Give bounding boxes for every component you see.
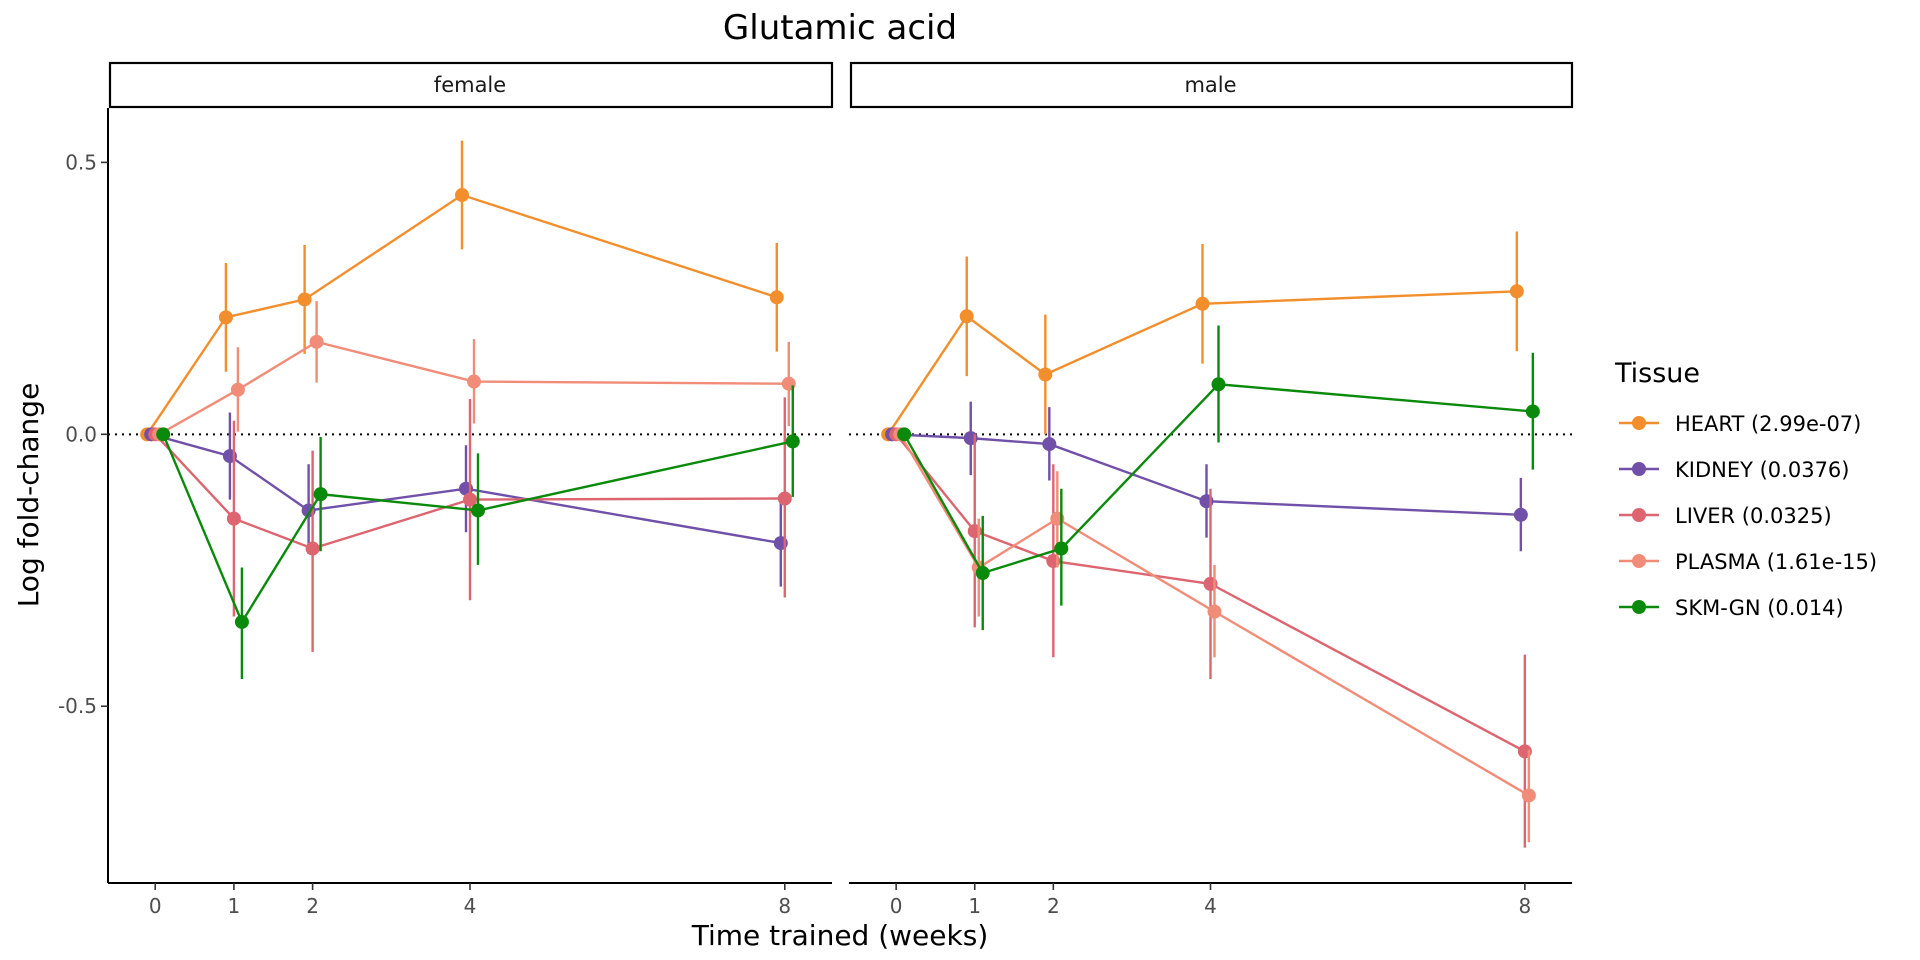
series-heart [881,231,1524,442]
legend-label: SKM-GN (0.014) [1675,596,1844,620]
y-axis-title: Log fold-change [12,383,45,608]
data-point [455,188,469,203]
x-tick-label: 0 [149,894,162,918]
data-point [1207,604,1222,619]
data-point [959,309,974,324]
data-point [313,487,328,502]
data-point [467,374,481,389]
x-tick-label: 2 [1047,894,1060,918]
legend-entry: KIDNEY (0.0376) [1619,458,1849,482]
x-tick-label: 1 [968,894,981,918]
chart-title: Glutamic acid [723,8,957,48]
series-heart [140,140,784,442]
y-tick-label: 0.5 [65,150,97,174]
legend-label: HEART (2.99e-07) [1675,412,1861,436]
data-point [234,614,249,629]
data-point [975,566,990,580]
legend-entry: LIVER (0.0325) [1619,504,1832,528]
data-point [226,511,241,526]
series-liver [889,427,1532,848]
legend: Tissue HEART (2.99e-07) KIDNEY (0.0376) LI… [1614,358,1877,620]
data-point [230,382,245,397]
series-plasma [152,301,796,442]
data-point [1195,296,1210,311]
legend-label: PLASMA (1.61e-15) [1675,550,1877,574]
data-point [1521,788,1536,803]
panel-female: female 0 1 2 4 8 0.5 0.0 -0.5 [58,61,834,918]
x-tick-label: 8 [1518,894,1531,918]
x-tick-label: 8 [778,894,791,918]
series-skm-gn [897,325,1540,631]
legend-entry: PLASMA (1.61e-15) [1619,550,1877,574]
data-point [1513,507,1528,522]
data-point [1509,284,1524,299]
data-point [1211,377,1226,392]
data-point [463,492,477,507]
legend-marker [1632,416,1646,430]
x-tick-label: 1 [228,894,241,918]
data-point [769,290,784,305]
x-tick-label: 4 [464,894,477,918]
data-point [1042,437,1057,452]
series-plasma [893,427,1536,843]
legend-label: LIVER (0.0325) [1675,504,1832,528]
data-point [1054,541,1069,556]
x-tick-label: 0 [890,894,903,918]
panel-strip [108,61,834,109]
data-point [897,427,912,442]
series-skm-gn [156,385,800,680]
data-point [1038,367,1053,382]
panel-strip-label: female [434,73,506,97]
panel-strip-label: male [1184,73,1236,97]
data-point [218,310,233,325]
panel-strip [849,61,1574,109]
x-axis-title: Time trained (weeks) [691,919,989,952]
data-point [785,434,800,449]
data-point [305,541,320,556]
y-tick-label: -0.5 [58,694,97,718]
legend-entry: SKM-GN (0.014) [1619,596,1844,620]
data-point [309,334,324,349]
series-liver [148,397,792,652]
legend-marker [1632,508,1646,522]
legend-entry: HEART (2.99e-07) [1619,412,1861,436]
legend-title: Tissue [1614,358,1700,389]
data-point [1525,404,1540,419]
data-point [297,292,312,307]
legend-marker [1632,462,1646,476]
legend-marker [1632,554,1646,568]
y-tick-label: 0.0 [65,422,97,446]
x-tick-label: 2 [306,894,319,918]
panel-male: male 0 1 2 4 8 [849,61,1574,918]
legend-label: KIDNEY (0.0376) [1675,458,1849,482]
data-point [777,491,792,506]
data-point [156,427,171,442]
x-tick-label: 4 [1204,894,1217,918]
data-point [471,503,485,518]
legend-marker [1632,600,1646,614]
